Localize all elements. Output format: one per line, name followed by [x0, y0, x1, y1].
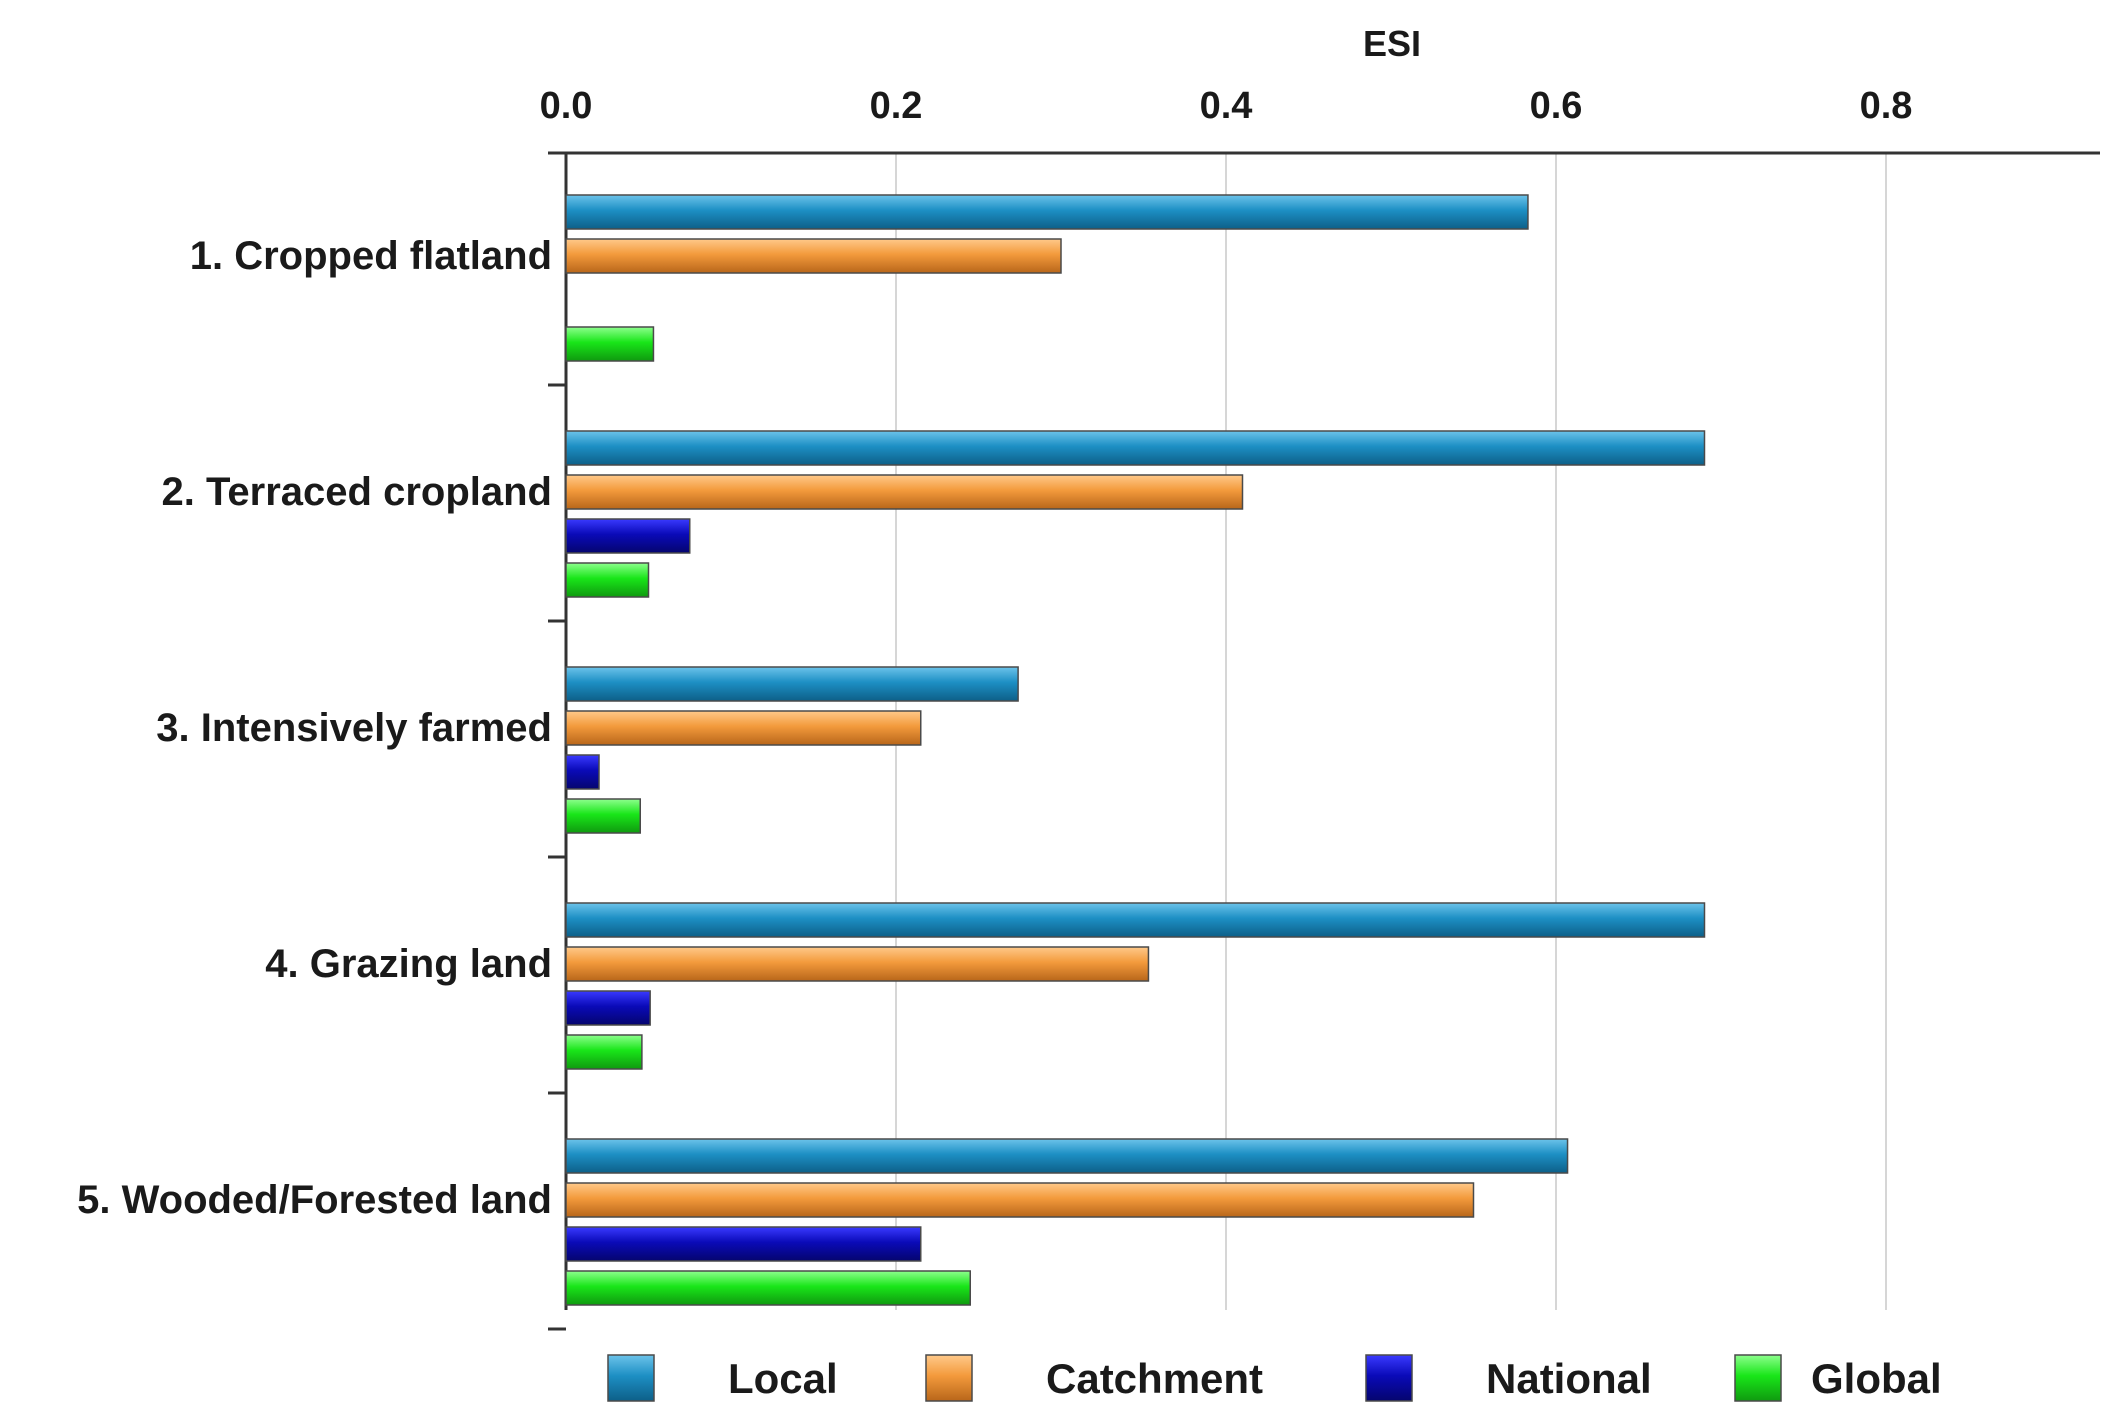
category-label-1: 1. Cropped flatland	[190, 234, 552, 278]
legend-label-global: Global	[1811, 1355, 1942, 1402]
bar-global-2	[565, 562, 650, 598]
bar-national-5	[565, 1226, 922, 1262]
bar-national-3	[565, 754, 600, 790]
x-axis-title: ESI	[1363, 23, 1421, 64]
category-label-4: 4. Grazing land	[265, 942, 552, 986]
legend-swatch-global	[1734, 1354, 1782, 1402]
bars	[565, 194, 1706, 1306]
bar-local-5	[565, 1138, 1569, 1174]
legend-swatch-catchment	[925, 1354, 973, 1402]
legend: Local Catchment National Global	[607, 1354, 1942, 1402]
bar-global-4	[565, 1034, 643, 1070]
legend-swatch-national	[1365, 1354, 1413, 1402]
x-tick-labels: 0.0 0.2 0.4 0.6 0.8	[540, 85, 1913, 127]
bar-global-3	[565, 798, 641, 834]
category-label-2: 2. Terraced cropland	[161, 470, 552, 514]
bar-global-5	[565, 1270, 971, 1306]
category-labels: 1. Cropped flatland 2. Terraced cropland 3…	[77, 234, 552, 1222]
x-tick-label: 0.0	[540, 85, 593, 127]
legend-label-national: National	[1486, 1355, 1652, 1402]
bar-local-3	[565, 666, 1019, 702]
bar-local-1	[565, 194, 1529, 230]
legend-swatch-local	[607, 1354, 655, 1402]
bar-global-1	[565, 326, 655, 362]
legend-label-local: Local	[728, 1355, 838, 1402]
category-label-5: 5. Wooded/Forested land	[77, 1178, 552, 1222]
x-tick-label: 0.6	[1530, 85, 1583, 127]
legend-label-catchment: Catchment	[1046, 1355, 1263, 1402]
bar-catchment-4	[565, 946, 1150, 982]
x-tick-label: 0.8	[1860, 85, 1913, 127]
bar-local-2	[565, 430, 1706, 466]
bar-catchment-3	[565, 710, 922, 746]
x-tick-label: 0.4	[1200, 85, 1253, 127]
gridlines	[895, 153, 1887, 1310]
bar-catchment-1	[565, 238, 1062, 274]
category-label-3: 3. Intensively farmed	[156, 706, 552, 750]
bar-catchment-2	[565, 474, 1244, 510]
bar-local-4	[565, 902, 1706, 938]
x-tick-label: 0.2	[870, 85, 923, 127]
bar-catchment-5	[565, 1182, 1475, 1218]
bar-national-4	[565, 990, 651, 1026]
bar-national-2	[565, 518, 691, 554]
